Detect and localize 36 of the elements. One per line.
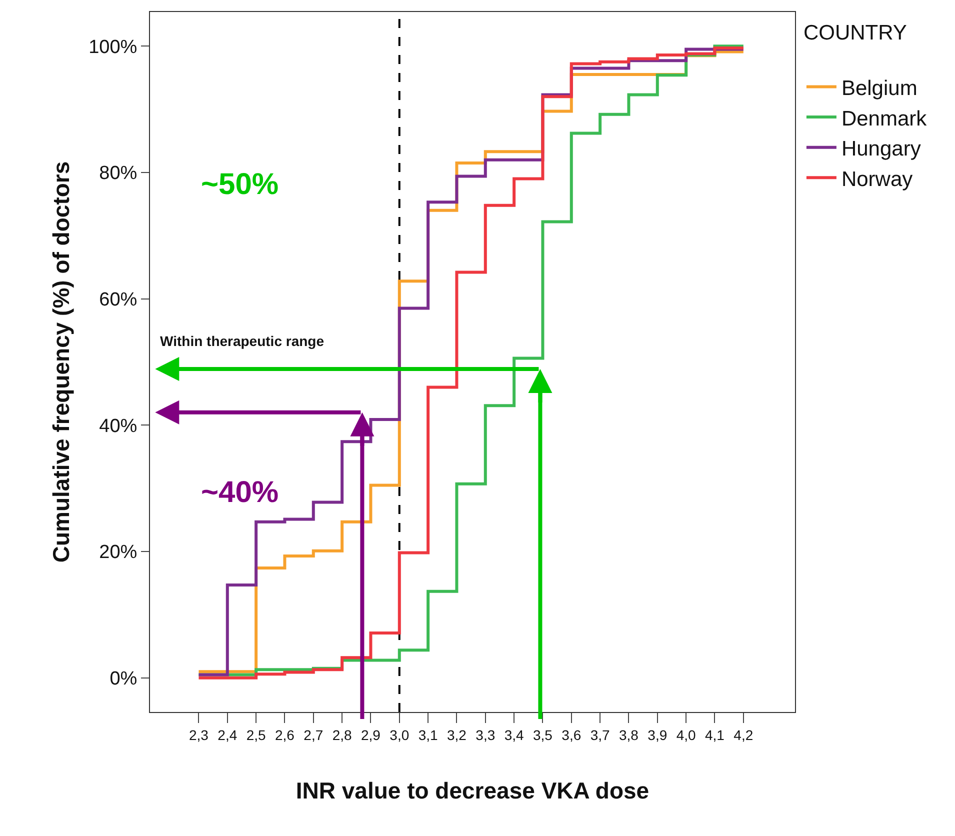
y-tick-label: 80% xyxy=(99,163,138,184)
x-tick-label: 2,5 xyxy=(246,726,266,743)
x-tick-label: 2,8 xyxy=(332,726,352,743)
x-tick-label: 3,9 xyxy=(648,726,668,743)
annotation: Within therapeutic range xyxy=(160,333,324,349)
x-tick-label: 3,2 xyxy=(446,726,467,743)
x-tick-label: 3,3 xyxy=(476,726,496,743)
legend-label: Denmark xyxy=(841,107,928,130)
x-tick-label: 2,6 xyxy=(274,726,295,743)
annotation: ~40% xyxy=(201,476,279,509)
y-tick-label: 20% xyxy=(99,542,138,564)
x-tick-label: 3,6 xyxy=(562,726,582,743)
x-tick-label: 2,3 xyxy=(188,726,209,743)
x-tick-label: 4,2 xyxy=(734,726,754,743)
x-tick-label: 2,7 xyxy=(304,726,324,743)
annotation: ~50% xyxy=(201,168,279,201)
legend-label: Norway xyxy=(841,168,914,191)
x-tick-label: 3,8 xyxy=(618,726,639,743)
y-tick-label: 100% xyxy=(88,36,138,58)
legend-label: Belgium xyxy=(841,76,918,100)
y-tick-label: 0% xyxy=(110,668,138,690)
y-tick-label: 40% xyxy=(99,416,138,437)
x-tick-label: 3,7 xyxy=(590,726,610,743)
x-tick-label: 3,4 xyxy=(504,726,524,743)
x-tick-label: 2,9 xyxy=(360,726,381,743)
x-tick-label: 2,4 xyxy=(218,726,238,743)
x-tick-label: 3,0 xyxy=(390,726,410,743)
x-tick-label: 4,1 xyxy=(704,726,725,743)
legend-label: Hungary xyxy=(841,138,922,161)
x-axis-title: INR value to decrease VKA dose xyxy=(296,777,650,804)
y-tick-label: 60% xyxy=(99,289,138,310)
x-tick-label: 3,5 xyxy=(532,726,553,743)
x-tick-label: 4,0 xyxy=(676,726,696,743)
y-axis-title: Cumulative frequency (%) of doctors xyxy=(48,161,74,563)
legend-title: COUNTRY xyxy=(803,21,907,44)
x-tick-label: 3,1 xyxy=(418,726,438,743)
